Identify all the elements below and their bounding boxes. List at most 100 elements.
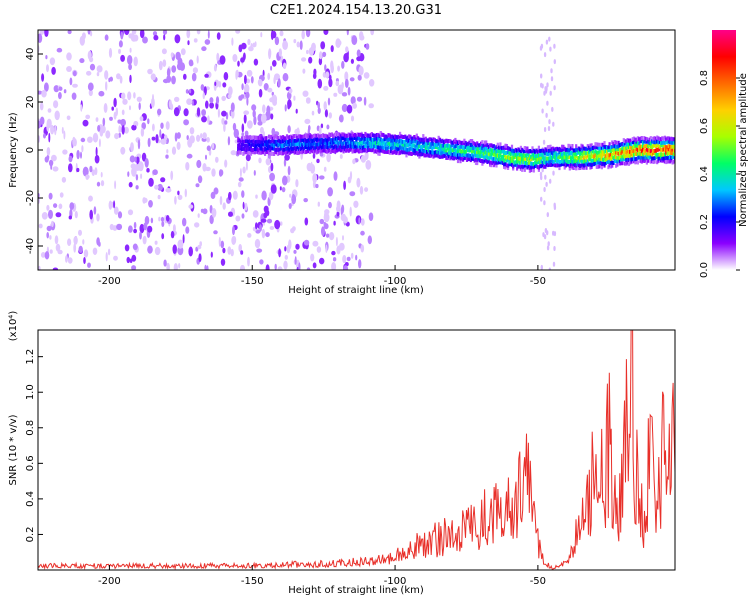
ridge-cell	[612, 144, 615, 149]
ridge-cell	[505, 150, 508, 155]
ridge-cell	[627, 157, 630, 162]
ridge-cell	[514, 147, 517, 152]
ridge-cell	[575, 144, 578, 149]
ridge-cell	[586, 153, 589, 158]
noise-cell	[49, 249, 53, 254]
ridge-cell	[557, 154, 560, 159]
ridge-cell	[598, 160, 601, 165]
ridge-cell	[431, 150, 434, 155]
noise-cell	[126, 256, 131, 264]
noise-cell	[224, 120, 228, 125]
noise-cell	[299, 40, 303, 50]
noise-cell	[284, 104, 287, 112]
noise-cell	[227, 94, 232, 99]
ridge-cell	[557, 147, 560, 152]
ridge-cell	[491, 148, 494, 153]
noise-cell	[283, 158, 287, 167]
ridge-cell	[420, 138, 424, 142]
noise-cell	[339, 154, 343, 159]
ridge-cell	[626, 160, 629, 165]
ridge-cell	[510, 162, 514, 167]
noise-cell	[281, 187, 286, 193]
ridge-cell	[342, 145, 345, 150]
ridge-cell	[513, 155, 516, 160]
ridge-cell	[627, 149, 630, 154]
ridge-cell	[469, 154, 472, 159]
ridge-cell	[247, 140, 250, 144]
ridge-cell	[273, 152, 276, 156]
ridge-cell	[468, 153, 471, 158]
ridge-cell	[405, 153, 408, 158]
ridge-cell	[559, 162, 562, 167]
ridge-cell	[539, 156, 542, 161]
ridge-cell	[350, 136, 353, 141]
ridge-cell	[594, 161, 597, 166]
ridge-cell	[570, 150, 573, 155]
ridge-cell	[549, 159, 552, 164]
noise-cell	[147, 68, 153, 75]
ridge-cell	[603, 162, 606, 167]
ridge-cell	[548, 148, 551, 153]
noise-cell	[205, 100, 209, 109]
ridge-cell	[503, 145, 506, 150]
ridge-cell	[356, 144, 359, 149]
ridge-cell	[279, 150, 282, 155]
ridge-cell	[660, 141, 663, 146]
ridge-cell	[482, 159, 485, 164]
ridge-cell	[347, 132, 350, 137]
noise-cell	[356, 49, 361, 57]
ridge-cell	[242, 139, 245, 144]
noise-cell	[177, 194, 183, 200]
noise-cell	[230, 248, 234, 257]
noise-cell	[150, 217, 154, 224]
noise-cell	[114, 133, 120, 140]
ridge-cell	[590, 159, 593, 164]
ridge-cell	[395, 141, 398, 146]
ridge-cell	[274, 134, 277, 139]
noise-cell	[233, 128, 239, 139]
ridge-cell	[522, 159, 525, 164]
ridge-cell	[280, 146, 283, 151]
ridge-cell	[670, 151, 673, 156]
ridge-cell	[390, 134, 393, 139]
ridge-cell	[273, 143, 276, 148]
ridge-cell	[347, 140, 350, 145]
noise-cell	[44, 30, 49, 37]
ridge-cell	[607, 155, 610, 160]
noise-cell	[174, 195, 177, 205]
ridge-cell	[522, 153, 525, 158]
ridge-cell	[441, 143, 444, 148]
ridge-cell	[548, 151, 551, 156]
ridge-cell	[534, 164, 537, 168]
ridge-cell	[634, 151, 637, 156]
snr-y-tick-label: 0.6	[25, 455, 36, 471]
noise-cell	[136, 156, 140, 165]
ridge-cell	[667, 139, 670, 144]
ridge-cell	[339, 148, 343, 153]
ridge-cell	[368, 134, 371, 139]
ridge-cell	[355, 139, 358, 144]
ridge-cell	[447, 154, 451, 159]
ridge-cell	[662, 147, 665, 152]
ridge-cell	[325, 145, 328, 150]
ridge-cell	[445, 148, 448, 153]
ridge-cell	[405, 143, 408, 148]
ridge-cell	[350, 140, 353, 145]
noise-cell	[546, 212, 549, 218]
ridge-cell	[649, 136, 652, 141]
ridge-cell	[612, 151, 615, 156]
ridge-cell	[351, 149, 354, 154]
ridge-cell	[311, 144, 314, 149]
ridge-cell	[319, 134, 322, 139]
noise-cell	[546, 100, 549, 106]
ridge-cell	[594, 142, 597, 147]
noise-cell	[235, 30, 241, 34]
ridge-cell	[276, 136, 280, 140]
ridge-cell	[527, 156, 530, 161]
ridge-cell	[494, 150, 497, 155]
ridge-cell	[571, 164, 574, 168]
ridge-cell	[523, 163, 526, 168]
spectrogram-x-tick-label: -50	[530, 276, 546, 287]
ridge-cell	[526, 165, 529, 170]
